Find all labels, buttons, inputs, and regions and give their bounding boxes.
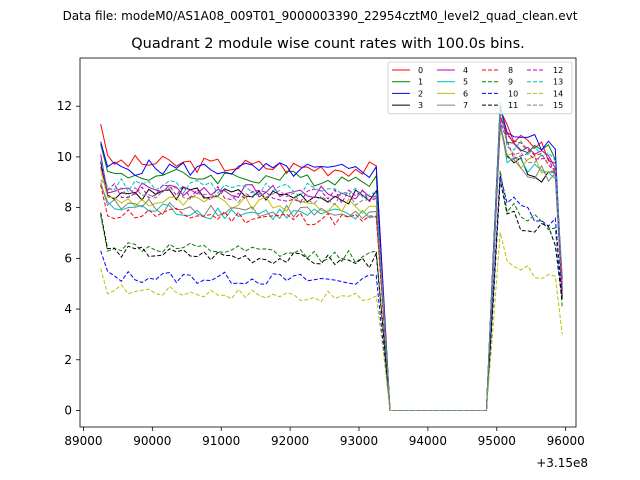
legend-label-5: 5 [463, 78, 468, 87]
x-offset-label: +3.15e8 [536, 456, 588, 470]
legend-label-6: 6 [463, 89, 468, 98]
y-tick-label: 6 [64, 251, 72, 265]
legend-label-0: 0 [418, 66, 423, 75]
legend-label-8: 8 [508, 66, 513, 75]
legend-label-2: 2 [418, 89, 423, 98]
chart-title: Quadrant 2 module wise count rates with … [131, 36, 525, 52]
series-line-11 [100, 180, 563, 412]
x-axis: 89000 90000 91000 92000 93000 94000 95000 96000 [64, 427, 585, 448]
legend-label-9: 9 [508, 78, 513, 87]
legend-label-13: 13 [553, 78, 563, 87]
legend-label-7: 7 [463, 101, 468, 110]
legend-label-14: 14 [553, 89, 563, 98]
x-tick-label: 94000 [409, 434, 447, 448]
suptitle: Data file: modeM0/AS1A08_009T01_90000033… [63, 9, 578, 23]
y-tick-label: 10 [57, 150, 72, 164]
axes-frame [79, 57, 577, 428]
legend-label-1: 1 [418, 78, 423, 87]
x-tick-label: 96000 [547, 434, 585, 448]
x-tick-label: 92000 [271, 434, 309, 448]
x-tick-label: 90000 [133, 434, 171, 448]
x-tick-label: 89000 [64, 434, 102, 448]
series-line-15 [100, 110, 563, 412]
y-tick-label: 2 [64, 353, 72, 367]
plot-area: 89000 90000 91000 92000 93000 94000 95000 96000… [57, 57, 585, 448]
legend-label-4: 4 [463, 66, 468, 75]
y-tick-label: 8 [64, 201, 72, 215]
y-tick-label: 12 [57, 99, 72, 113]
axes-spines [79, 57, 577, 428]
y-tick-label: 0 [64, 404, 72, 418]
legend-box [387, 61, 573, 115]
x-tick-label: 95000 [478, 434, 516, 448]
series-lines [100, 102, 563, 412]
legend-label-3: 3 [418, 101, 423, 110]
legend-label-11: 11 [508, 101, 518, 110]
legend-label-15: 15 [553, 101, 563, 110]
legend-label-10: 10 [508, 89, 518, 98]
x-tick-label: 93000 [340, 434, 378, 448]
x-tick-label: 91000 [202, 434, 240, 448]
y-tick-label: 4 [64, 302, 72, 316]
y-axis: 0 2 4 6 8 10 12 [57, 99, 80, 418]
legend-label-12: 12 [553, 66, 563, 75]
